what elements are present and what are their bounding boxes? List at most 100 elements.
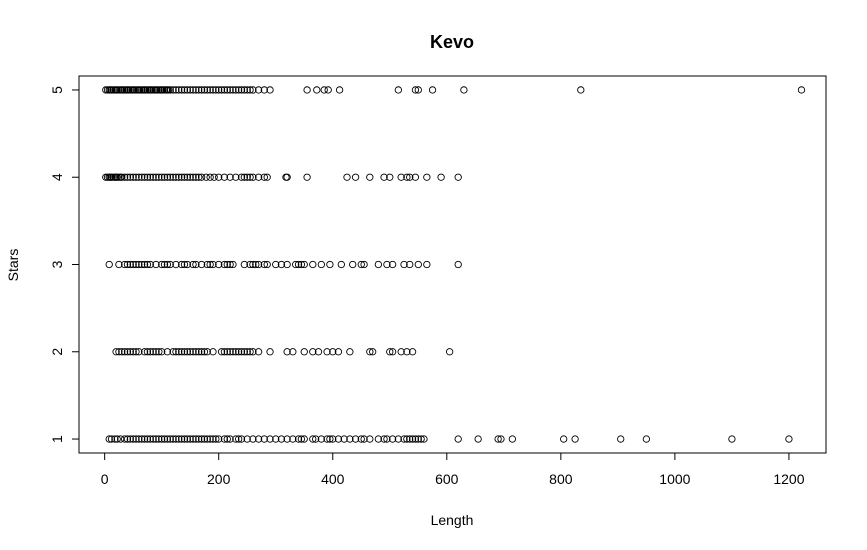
data-point (423, 173, 431, 181)
y-axis: 1 2 3 4 5 (49, 86, 80, 443)
data-point (420, 435, 428, 443)
data-point (220, 86, 229, 94)
data-point (232, 173, 240, 181)
data-point (406, 435, 414, 443)
data-point (143, 348, 152, 356)
data-point (203, 348, 211, 356)
data-point (346, 348, 354, 356)
data-point (143, 435, 152, 443)
data-point (454, 260, 462, 269)
data-point (223, 260, 231, 269)
data-point (123, 435, 132, 443)
data-point (294, 435, 303, 443)
data-point (140, 348, 149, 356)
data-point (129, 260, 137, 269)
data-point (113, 435, 121, 443)
data-point (226, 348, 234, 356)
chart-title: Kevo (430, 32, 474, 52)
data-point (232, 435, 240, 443)
data-point (160, 435, 169, 443)
data-point (403, 435, 411, 443)
data-point (314, 348, 323, 356)
data-point (203, 435, 211, 443)
data-point (414, 260, 422, 269)
data-point (183, 348, 191, 356)
data-point (263, 173, 271, 181)
data-point (243, 435, 251, 443)
data-point (105, 435, 113, 443)
data-point (320, 86, 328, 94)
data-point (132, 348, 140, 356)
data-point (129, 348, 137, 356)
data-point (200, 435, 209, 443)
data-point (317, 260, 325, 269)
data-point (246, 173, 254, 181)
data-point (406, 260, 414, 269)
data-point (235, 348, 243, 356)
data-point (166, 86, 174, 94)
data-point (403, 173, 411, 181)
data-point (169, 86, 177, 94)
data-point (155, 173, 163, 181)
data-point (254, 173, 263, 181)
data-point (220, 348, 229, 356)
data-point (494, 435, 502, 443)
y-tick-label: 5 (49, 86, 65, 94)
data-point (240, 173, 249, 181)
data-point (249, 173, 257, 181)
data-point (351, 435, 360, 443)
data-point (195, 348, 203, 356)
data-point (346, 435, 354, 443)
data-point (163, 260, 172, 269)
data-point (240, 260, 249, 269)
data-point (560, 435, 568, 443)
data-point (158, 348, 166, 356)
data-point (197, 86, 206, 94)
data-point (226, 435, 234, 443)
data-point (166, 435, 174, 443)
data-point (297, 260, 306, 269)
data-point (177, 435, 186, 443)
data-point (123, 348, 132, 356)
data-point (292, 260, 300, 269)
data-point (120, 173, 129, 181)
data-point (335, 86, 344, 94)
data-point (226, 260, 234, 269)
data-point (206, 86, 214, 94)
data-point (454, 435, 462, 443)
data-point (223, 86, 231, 94)
data-point (175, 348, 183, 356)
data-point (132, 435, 140, 443)
data-point (388, 260, 397, 269)
data-point (217, 348, 226, 356)
data-point (203, 260, 211, 269)
data-point (138, 173, 146, 181)
data-point (246, 260, 254, 269)
data-point (277, 435, 286, 443)
data-point (160, 260, 169, 269)
data-point (642, 435, 651, 443)
data-point (266, 348, 274, 356)
data-point (329, 435, 337, 443)
data-point (313, 86, 321, 94)
data-point (197, 435, 206, 443)
data-point (428, 86, 437, 94)
data-point (158, 260, 166, 269)
data-point (177, 348, 186, 356)
data-point (192, 260, 200, 269)
data-point (414, 86, 422, 94)
data-point (249, 86, 257, 94)
data-point (172, 173, 180, 181)
data-point (183, 260, 191, 269)
data-point (380, 435, 388, 443)
data-point (120, 348, 129, 356)
data-point (112, 348, 120, 356)
data-point (177, 86, 186, 94)
data-point (326, 260, 334, 269)
data-point (146, 260, 154, 269)
data-point (186, 435, 194, 443)
data-point (118, 348, 126, 356)
data-point (360, 260, 368, 269)
x-tick-label: 800 (549, 471, 573, 487)
